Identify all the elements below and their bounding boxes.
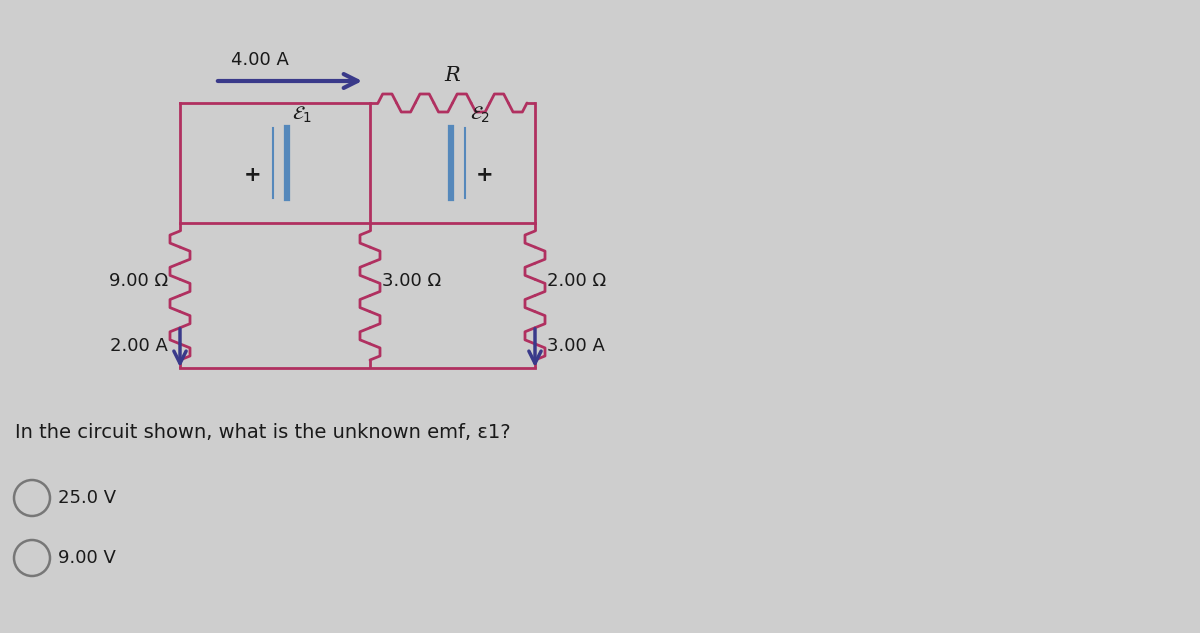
Text: R: R	[445, 66, 461, 85]
Text: 3.00 Ω: 3.00 Ω	[382, 272, 442, 289]
Text: 25.0 V: 25.0 V	[58, 489, 116, 507]
Text: 4.00 A: 4.00 A	[232, 51, 289, 69]
Text: 3.00 A: 3.00 A	[547, 337, 605, 355]
Text: In the circuit shown, what is the unknown emf, ε1?: In the circuit shown, what is the unknow…	[14, 423, 511, 442]
Text: $\mathcal{E}_1$: $\mathcal{E}_1$	[292, 104, 312, 125]
Text: +: +	[475, 165, 493, 185]
Text: +: +	[244, 165, 262, 185]
Text: 9.00 V: 9.00 V	[58, 549, 116, 567]
Text: $\mathcal{E}_2$: $\mathcal{E}_2$	[469, 104, 490, 125]
Text: 9.00 Ω: 9.00 Ω	[109, 272, 168, 289]
Text: 2.00 A: 2.00 A	[110, 337, 168, 355]
Text: 2.00 Ω: 2.00 Ω	[547, 272, 606, 289]
